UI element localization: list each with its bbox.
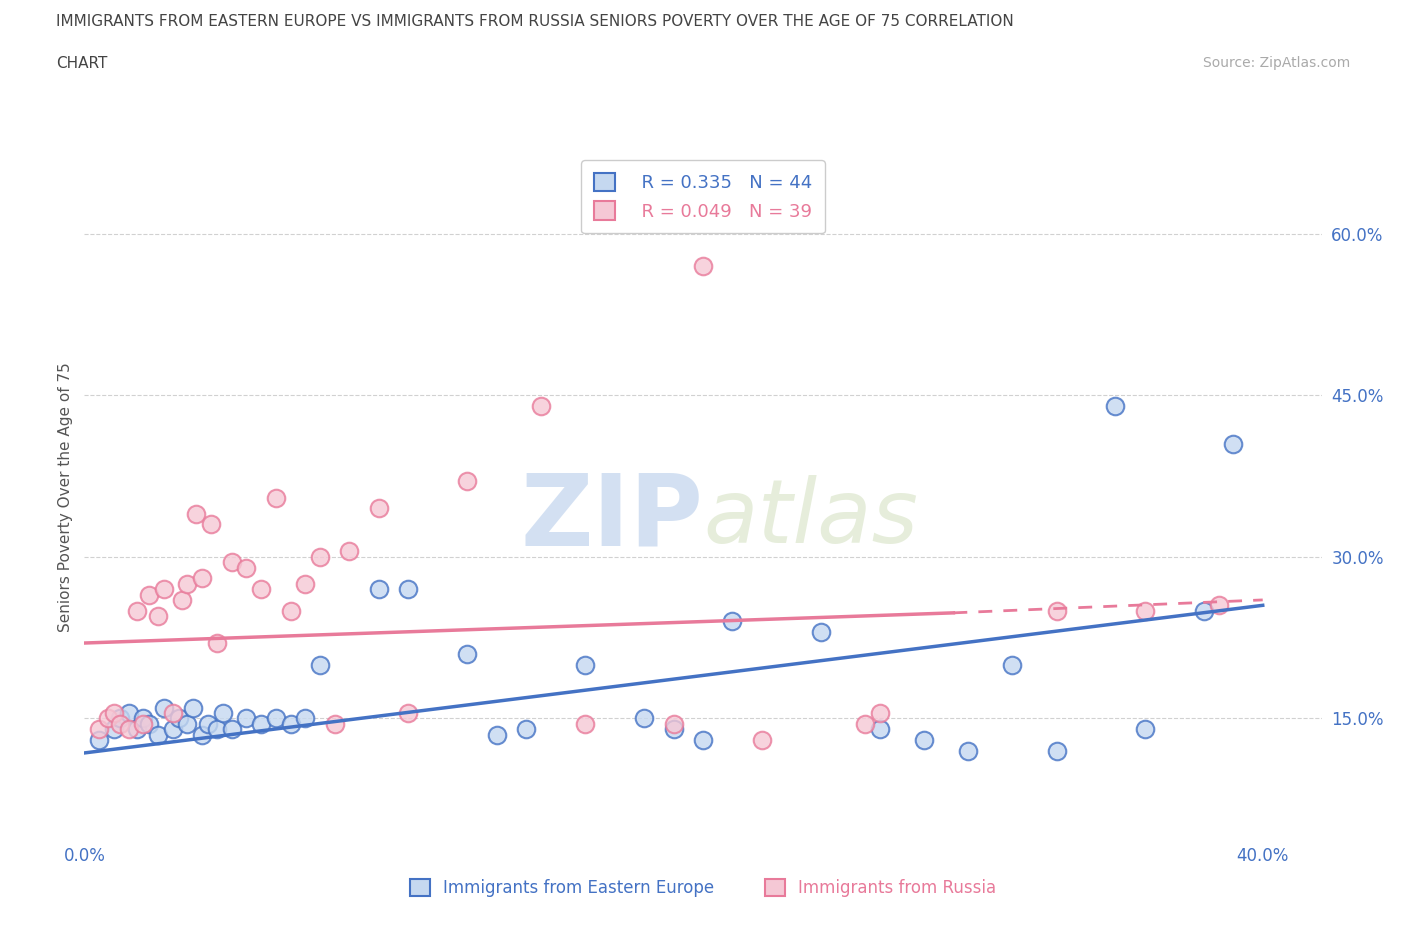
Point: [221, 722, 243, 737]
Point: [167, 711, 190, 726]
Point: [1133, 604, 1156, 618]
Point: [127, 722, 149, 737]
Point: [309, 550, 332, 565]
Legend: Immigrants from Eastern Europe, Immigrants from Russia: Immigrants from Eastern Europe, Immigran…: [404, 871, 1002, 903]
Point: [183, 700, 205, 715]
Point: [176, 577, 198, 591]
Point: [117, 706, 139, 721]
Point: [751, 733, 773, 748]
Point: [339, 544, 361, 559]
Point: [235, 711, 257, 726]
Point: [574, 716, 596, 731]
Point: [264, 711, 287, 726]
Point: [1104, 399, 1126, 414]
Point: [197, 716, 219, 731]
Point: [264, 490, 287, 505]
Point: [87, 722, 110, 737]
Point: [176, 716, 198, 731]
Point: [117, 722, 139, 737]
Point: [323, 716, 346, 731]
Point: [146, 727, 169, 742]
Point: [1222, 436, 1244, 451]
Point: [692, 733, 714, 748]
Point: [485, 727, 508, 742]
Point: [170, 592, 193, 607]
Point: [692, 259, 714, 273]
Point: [456, 646, 478, 661]
Point: [1045, 604, 1067, 618]
Point: [97, 711, 120, 726]
Point: [103, 706, 125, 721]
Point: [721, 614, 744, 629]
Point: [396, 581, 419, 596]
Point: [186, 506, 208, 521]
Point: [280, 604, 302, 618]
Point: [456, 474, 478, 489]
Point: [294, 577, 316, 591]
Point: [103, 722, 125, 737]
Point: [108, 711, 131, 726]
Point: [191, 571, 214, 586]
Point: [662, 716, 685, 731]
Point: [368, 501, 391, 516]
Text: ZIP: ZIP: [520, 470, 703, 566]
Point: [191, 727, 214, 742]
Point: [853, 716, 876, 731]
Point: [138, 587, 160, 602]
Point: [132, 716, 155, 731]
Point: [294, 711, 316, 726]
Point: [633, 711, 655, 726]
Text: CHART: CHART: [56, 56, 108, 71]
Point: [162, 722, 184, 737]
Point: [912, 733, 935, 748]
Point: [1045, 743, 1067, 758]
Point: [957, 743, 980, 758]
Point: [1192, 604, 1215, 618]
Point: [574, 658, 596, 672]
Point: [368, 581, 391, 596]
Point: [200, 517, 222, 532]
Point: [138, 716, 160, 731]
Point: [1001, 658, 1024, 672]
Point: [810, 625, 832, 640]
Point: [250, 716, 273, 731]
Point: [132, 711, 155, 726]
Point: [1133, 722, 1156, 737]
Point: [515, 722, 537, 737]
Point: [205, 635, 228, 650]
Point: [211, 706, 233, 721]
Point: [205, 722, 228, 737]
Point: [869, 722, 891, 737]
Point: [869, 706, 891, 721]
Text: Source: ZipAtlas.com: Source: ZipAtlas.com: [1202, 56, 1350, 70]
Y-axis label: Seniors Poverty Over the Age of 75: Seniors Poverty Over the Age of 75: [58, 363, 73, 632]
Point: [662, 722, 685, 737]
Point: [87, 733, 110, 748]
Point: [146, 608, 169, 623]
Point: [530, 399, 553, 414]
Point: [221, 555, 243, 570]
Point: [127, 604, 149, 618]
Point: [309, 658, 332, 672]
Point: [250, 581, 273, 596]
Point: [108, 716, 131, 731]
Point: [153, 700, 176, 715]
Point: [1208, 598, 1230, 613]
Point: [235, 560, 257, 575]
Point: [153, 581, 176, 596]
Point: [280, 716, 302, 731]
Point: [162, 706, 184, 721]
Point: [396, 706, 419, 721]
Text: atlas: atlas: [703, 475, 918, 561]
Text: IMMIGRANTS FROM EASTERN EUROPE VS IMMIGRANTS FROM RUSSIA SENIORS POVERTY OVER TH: IMMIGRANTS FROM EASTERN EUROPE VS IMMIGR…: [56, 14, 1014, 29]
